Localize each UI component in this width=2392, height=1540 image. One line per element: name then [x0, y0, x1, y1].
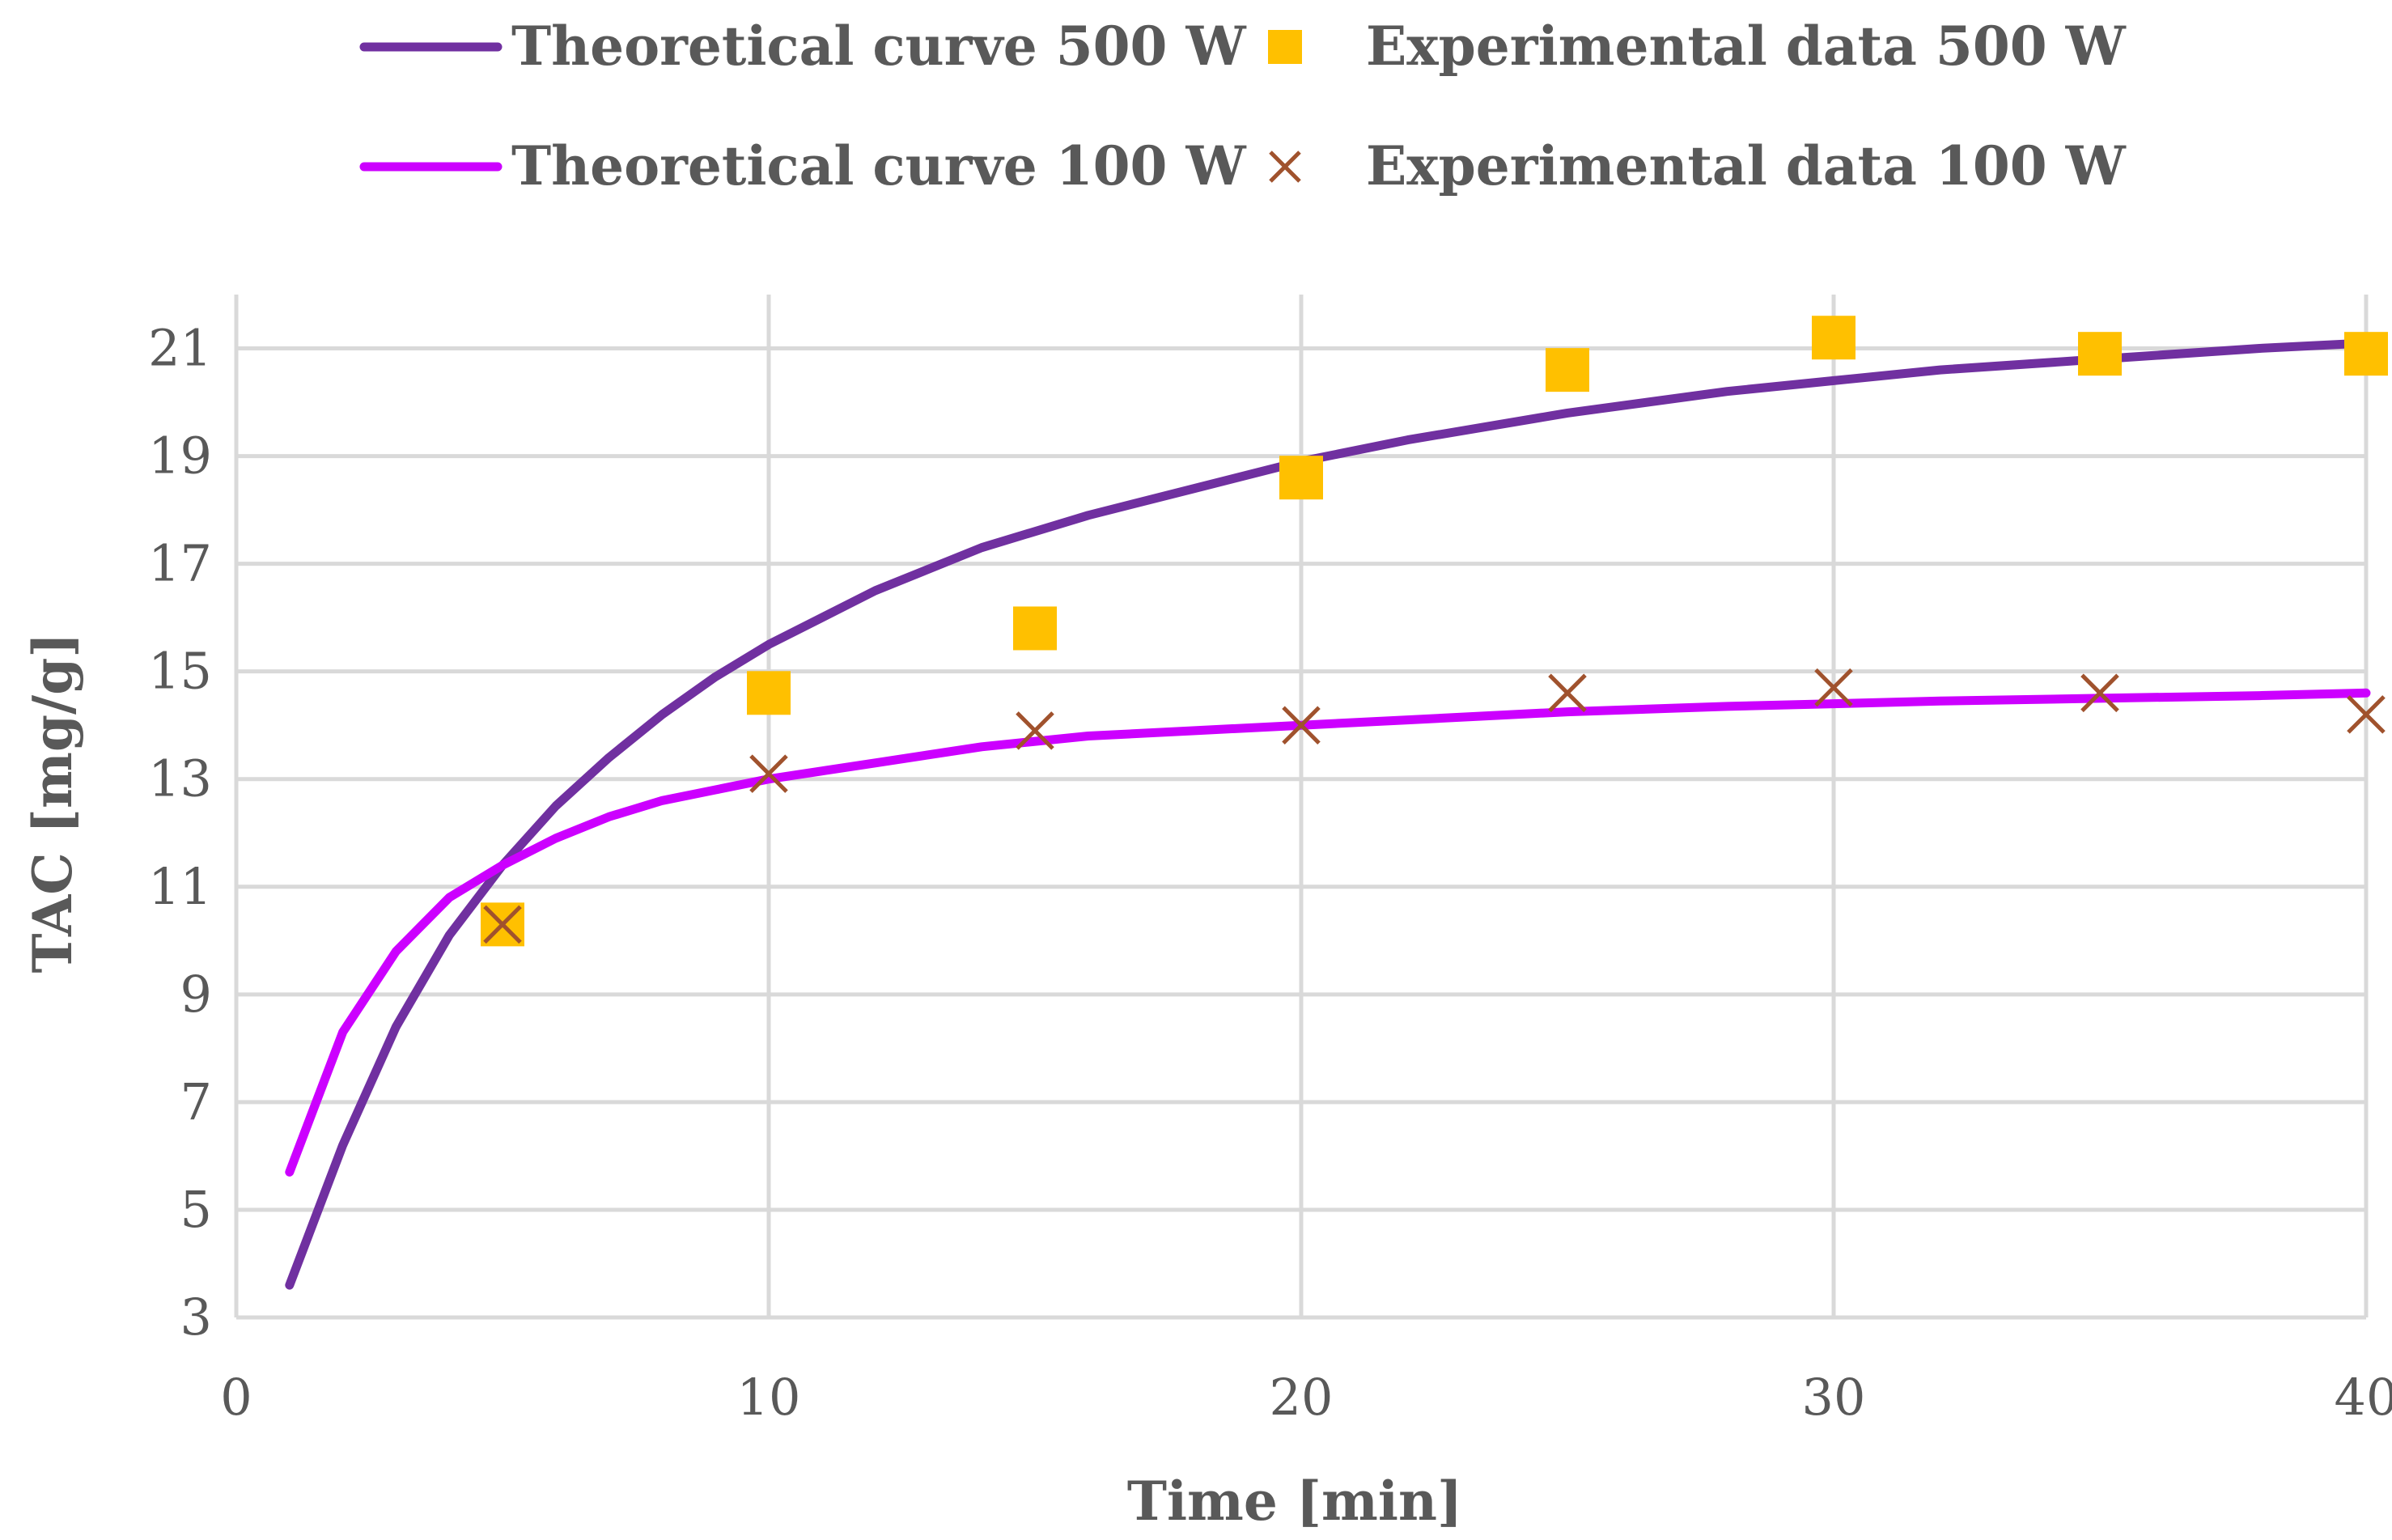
data-point-500w [2344, 332, 2388, 376]
legend-swatch [1268, 30, 1302, 64]
data-point-500w [1812, 316, 1855, 360]
x-tick-label: 30 [1802, 1368, 1866, 1427]
data-point-100w [2080, 673, 2119, 713]
legend-label: Experimental data 100 W [1366, 134, 2127, 197]
data-point-500w [1546, 348, 1589, 392]
x-tick-label: 10 [737, 1368, 801, 1427]
y-tick-label: 15 [148, 642, 212, 701]
y-tick-label: 9 [180, 965, 212, 1024]
data-point-100w [749, 754, 788, 793]
data-point-100w [483, 905, 522, 944]
y-tick-label: 11 [148, 857, 212, 916]
legend-item: Experimental data 100 W [1269, 134, 2127, 197]
x-tick-label: 0 [220, 1368, 252, 1427]
axes: 3 5 7 9 11 13 15 17 19 21 0 10 20 30 40 [148, 319, 2392, 1427]
data-point-500w [2078, 332, 2122, 376]
theoretical-curve-500-w-line [285, 338, 2371, 1290]
legend-swatch [1269, 151, 1301, 183]
x-axis-title: Time [min] [1127, 1470, 1462, 1533]
legend-item: Theoretical curve 100 W [359, 134, 1246, 197]
legend-item: Theoretical curve 500 W [359, 15, 1246, 78]
legend-item: Experimental data 500 W [1268, 15, 2127, 78]
y-tick-label: 7 [180, 1072, 212, 1131]
data-point-500w [747, 671, 791, 715]
data-point-500w [1013, 606, 1057, 651]
x-tick-label: 40 [2335, 1368, 2392, 1427]
data-point-100w [1814, 668, 1853, 707]
data-point-500w [1279, 456, 1323, 500]
series-layer [285, 316, 2388, 1290]
y-tick-label: 21 [148, 319, 212, 378]
data-point-100w [1282, 706, 1321, 745]
data-point-100w [2347, 695, 2386, 734]
theoretical-curve-100-w-line [285, 688, 2371, 1177]
data-point-100w [1016, 711, 1054, 750]
legend-label: Experimental data 500 W [1366, 15, 2127, 78]
legend-label: Theoretical curve 500 W [511, 15, 1246, 78]
x-tick-label: 20 [1270, 1368, 1334, 1427]
legend-label: Theoretical curve 100 W [511, 134, 1246, 197]
y-tick-label: 17 [148, 534, 212, 593]
y-tick-label: 19 [148, 426, 212, 486]
legend: Theoretical curve 500 W Theoretical curve… [359, 15, 2127, 197]
y-tick-label: 3 [180, 1288, 212, 1347]
y-tick-label: 13 [148, 749, 212, 808]
y-axis-title: TAC [mg/g] [21, 633, 84, 974]
y-tick-label: 5 [180, 1180, 212, 1239]
data-point-100w [1548, 673, 1587, 713]
